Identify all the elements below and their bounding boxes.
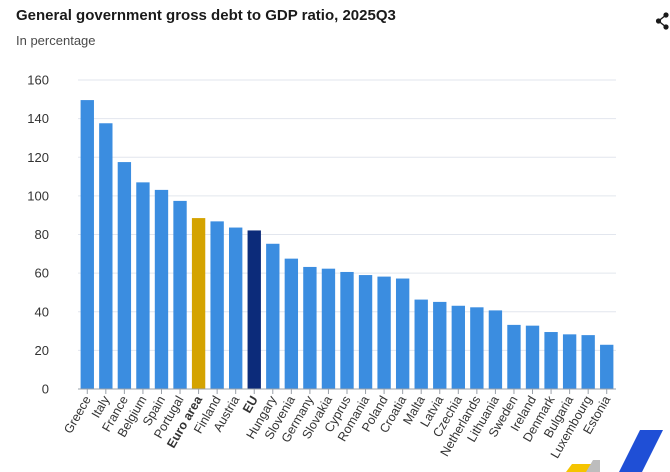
eurostat-logo [566, 430, 663, 472]
y-tick-label: 120 [27, 150, 49, 165]
bar-italy[interactable] [99, 123, 113, 389]
bar-france[interactable] [117, 162, 132, 389]
bar-belgium[interactable] [136, 182, 150, 389]
bar-czechia[interactable] [451, 305, 465, 389]
y-tick-label: 40 [35, 304, 49, 319]
bar-malta[interactable] [414, 299, 428, 389]
bar-slovakia[interactable] [321, 268, 336, 389]
bar-sweden[interactable] [507, 324, 521, 389]
bar-austria[interactable] [229, 227, 243, 389]
bar-estonia[interactable] [600, 344, 614, 389]
bar-ireland[interactable] [525, 325, 540, 389]
bar-portugal[interactable] [173, 200, 187, 389]
bar-poland[interactable] [377, 276, 391, 389]
chart-title: General government gross debt to GDP rat… [16, 7, 396, 24]
share-icon[interactable] [655, 10, 670, 30]
y-tick-label: 80 [35, 227, 49, 242]
bar-luxembourg[interactable] [581, 335, 595, 389]
bar-spain[interactable] [154, 189, 169, 389]
y-axis-ticks: 0 20 40 60 80 100 120 140 160 [27, 73, 49, 397]
y-tick-label: 100 [27, 188, 49, 203]
bar-slovenia[interactable] [284, 258, 299, 389]
y-tick-label: 60 [35, 266, 49, 281]
bar-finland[interactable] [210, 221, 224, 389]
bar-eu[interactable] [247, 230, 261, 389]
bar-euro-area[interactable] [191, 218, 206, 389]
y-tick-label: 0 [42, 382, 49, 397]
y-tick-label: 20 [35, 343, 49, 358]
bar-lithuania[interactable] [488, 310, 503, 389]
bar-cyprus[interactable] [340, 271, 354, 389]
bar-greece[interactable] [80, 100, 94, 390]
bar-romania[interactable] [358, 275, 373, 389]
bar-denmark[interactable] [544, 332, 558, 389]
bars [80, 100, 614, 390]
bar-croatia[interactable] [395, 278, 410, 389]
x-tick-label: Greece [61, 393, 94, 436]
chart-subtitle: In percentage [16, 33, 96, 48]
bar-latvia[interactable] [433, 301, 447, 389]
bar-bulgaria[interactable] [562, 334, 577, 389]
x-axis-ticks: GreeceItalyFranceBelgiumSpainPortugalEur… [61, 389, 613, 461]
bar-hungary[interactable] [266, 243, 280, 389]
y-tick-label: 140 [27, 111, 49, 126]
bar-germany[interactable] [303, 266, 317, 389]
y-tick-label: 160 [27, 73, 49, 88]
bar-netherlands[interactable] [470, 307, 484, 389]
